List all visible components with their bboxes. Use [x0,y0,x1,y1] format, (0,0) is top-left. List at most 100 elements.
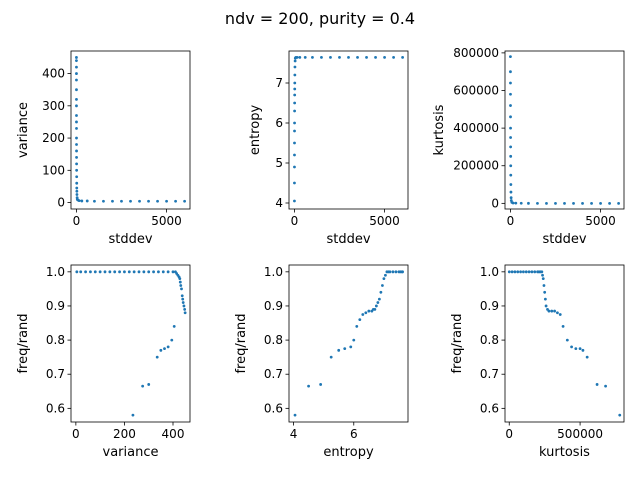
data-point [544,304,548,308]
data-point [352,338,356,342]
data-point [509,173,513,177]
y-tick-label: 200000 [453,159,499,173]
data-point [75,136,78,140]
x-tick: 0 [507,209,514,228]
data-point [509,55,512,59]
data-point [604,384,607,388]
y-tick-label: 7 [275,76,283,90]
data-point [75,156,78,159]
data-point [75,104,78,108]
data-point [75,181,79,185]
data-point [379,290,383,294]
y-tick: 0.8 [480,333,505,347]
data-point [166,270,170,274]
data-point [510,270,514,274]
x-axis-label: entropy [323,445,374,460]
x-tick-label: 200 [113,427,136,441]
data-point [102,199,105,203]
data-point [108,270,112,274]
data-point [89,270,92,274]
data-point [178,280,182,284]
data-point [530,270,534,274]
x-tick-label: 0 [73,214,81,228]
data-point [170,338,174,342]
data-point [329,56,332,59]
data-point [374,304,378,308]
x-tick: 0 [73,209,81,228]
data-point [75,78,78,82]
data-point [123,270,126,274]
data-point [293,65,297,69]
data-point [103,270,107,274]
data-point [75,168,79,172]
data-point [75,143,78,146]
y-tick: 0.7 [264,367,289,381]
x-axis-label: stddev [108,232,152,247]
data-point [179,284,183,287]
y-tick: 0 [491,196,505,210]
x-tick-label: 400 [162,427,185,441]
data-point [401,56,404,59]
x-tick: 500000 [557,422,603,441]
y-tick: 200 [42,131,71,145]
data-point [180,294,184,298]
y-tick: 0.9 [480,299,505,313]
data-point [617,201,620,205]
y-tick: 800000 [453,46,505,60]
data-point [129,199,132,203]
x-tick: 400 [162,422,185,441]
data-points [293,56,404,203]
data-point [293,153,296,157]
data-point [524,270,528,274]
y-tick-label: 0.9 [264,299,283,313]
data-point [361,313,365,316]
x-axis-label: kurtosis [539,445,590,460]
data-point [509,136,512,139]
data-point [561,325,565,328]
y-tick: 5 [275,156,289,170]
axes-frame [288,50,409,210]
data-point [514,201,518,205]
data-point [84,270,87,274]
data-points [75,270,187,417]
data-point [556,311,559,315]
y-tick-label: 1.0 [46,265,65,279]
data-point [394,270,398,274]
data-point [181,297,185,301]
data-point [509,196,513,200]
y-tick: 0.6 [46,401,71,415]
y-tick-label: 0.9 [480,299,499,313]
y-tick-label: 0.7 [46,367,65,381]
data-point [590,201,593,205]
x-tick-label: 0 [72,427,80,441]
data-point [172,325,176,328]
data-point [159,348,163,352]
data-point [343,347,347,351]
y-tick-label: 1.0 [264,265,283,279]
data-point [522,270,525,274]
data-point [320,56,323,59]
data-point [79,270,83,274]
data-point [180,287,183,291]
data-point [152,270,155,274]
y-tick: 0.6 [264,401,289,415]
data-point [581,201,584,205]
data-point [513,270,517,274]
y-tick: 1.0 [480,265,505,279]
data-point [293,109,296,113]
data-point [137,270,141,274]
data-point [543,290,547,294]
data-point [166,345,170,349]
y-tick-label: 0.6 [480,401,499,415]
data-point [365,56,368,59]
data-point [329,355,333,359]
data-point [509,145,513,149]
data-point [349,345,353,349]
data-point [355,325,359,328]
data-point [384,273,387,277]
axes-frame [70,50,191,210]
data-point [183,311,187,315]
data-point [75,126,78,130]
data-point [138,199,141,203]
